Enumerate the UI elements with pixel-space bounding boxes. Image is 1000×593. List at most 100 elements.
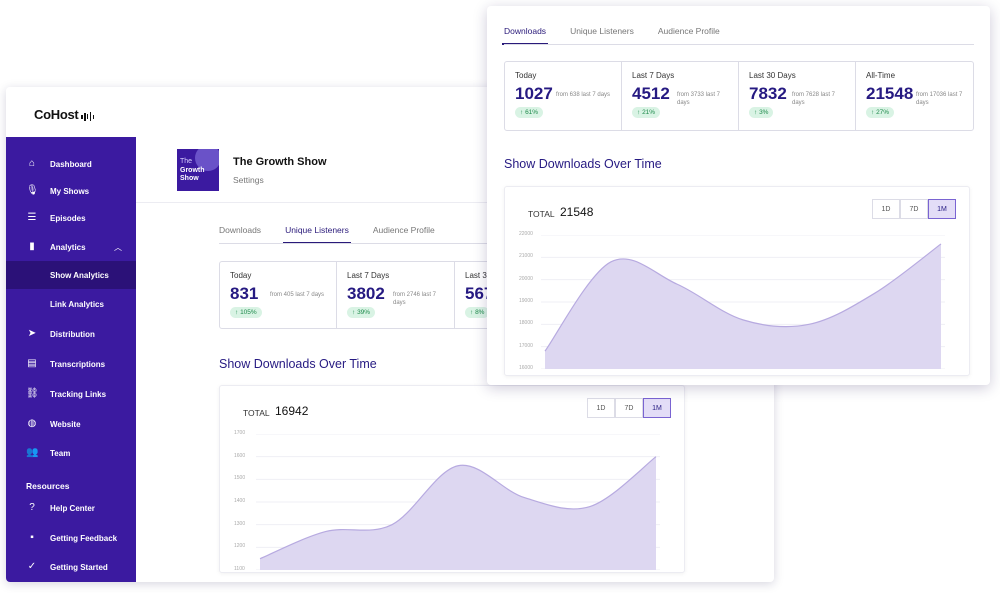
range-1m-button[interactable]: 1M: [643, 398, 671, 418]
stat-value: 21548: [866, 84, 914, 103]
y-tick-label: 19000: [519, 298, 533, 304]
bar-chart-icon: ▮: [29, 241, 35, 252]
stat-change: 39%: [357, 309, 371, 316]
stat-change-badge: ↑ 105%: [230, 307, 262, 318]
sidebar-item-my-shows[interactable]: 🎙 My Shows: [6, 177, 136, 205]
brand-name: CoHost: [34, 107, 79, 122]
stat-value: 3802: [347, 284, 385, 303]
stat-comparison: from 2746 last 7 days: [393, 292, 437, 306]
sidebar-item-label: Getting Feedback: [50, 533, 118, 543]
stat-comparison: from 17036 last 7 days: [916, 92, 963, 106]
tab-downloads[interactable]: Downloads: [219, 225, 262, 235]
soundwave-icon: [81, 108, 95, 123]
sidebar-item-link-analytics[interactable]: Link Analytics: [6, 290, 136, 318]
sidebar-item-label: Episodes: [50, 213, 86, 223]
stat-comparison: from 405 last 7 days: [270, 292, 325, 298]
sidebar-item-getting-started[interactable]: ✓ Getting Started: [6, 553, 136, 581]
stat-caption: Last 7 Days: [347, 271, 390, 280]
cover-line: Growth: [180, 167, 205, 174]
sidebar-item-label: Team: [50, 448, 71, 458]
tab-unique-listeners[interactable]: Unique Listeners: [283, 225, 351, 244]
range-1m-button[interactable]: 1M: [928, 199, 956, 219]
send-icon: ➤: [27, 328, 37, 339]
sidebar-item-label: Help Center: [50, 503, 95, 513]
microphone-icon: 🎙: [26, 185, 39, 196]
stat-caption: Last 30 Days: [749, 71, 796, 80]
stat-caption: Today: [515, 71, 537, 80]
show-title: The Growth Show: [233, 156, 327, 168]
chart-title: Show Downloads Over Time: [219, 357, 377, 371]
range-selector: 1D 7D 1M: [872, 199, 956, 219]
sidebar-item-dashboard[interactable]: ⌂ Dashboard: [6, 150, 136, 178]
range-7d-button[interactable]: 7D: [900, 199, 928, 219]
stat-caption: Today: [230, 271, 252, 280]
range-1d-button[interactable]: 1D: [872, 199, 900, 219]
y-tick-label: 16000: [519, 365, 533, 371]
sidebar-item-transcriptions[interactable]: ▤ Transcriptions: [6, 350, 136, 378]
series-area: [260, 456, 656, 570]
cover-text-bold: Growth Show: [180, 167, 205, 183]
show-subtitle[interactable]: Settings: [233, 175, 264, 185]
y-tick-label: 1200: [234, 543, 246, 550]
stat-comparison: from 3733 last 7 days: [677, 92, 721, 106]
y-tick-label: 1600: [234, 452, 246, 459]
sidebar-item-getting-feedback[interactable]: ▪ Getting Feedback: [6, 524, 136, 552]
stat-change-badge: ↑ 27%: [866, 107, 895, 118]
stat-value: 4512: [632, 84, 670, 103]
stat-change: 3%: [759, 109, 769, 116]
cover-circle: [195, 149, 219, 171]
stat-change: 27%: [876, 109, 890, 116]
tab-audience-profile[interactable]: Audience Profile: [657, 26, 720, 36]
show-cover-art[interactable]: The Growth Show: [177, 149, 219, 191]
tab-downloads[interactable]: Downloads: [501, 26, 549, 45]
sidebar: ⌂ Dashboard 🎙 My Shows ☰ Episodes ▮ Anal…: [6, 137, 136, 582]
stat-card-today: Today 1027 from 638 last 7 days ↑ 61%: [505, 62, 622, 130]
range-selector: 1D 7D 1M: [587, 398, 671, 418]
sidebar-item-episodes[interactable]: ☰ Episodes: [6, 204, 136, 232]
stat-change: 105%: [240, 309, 257, 316]
tab-unique-listeners[interactable]: Unique Listeners: [570, 26, 634, 36]
total-label: TOTAL: [243, 408, 270, 418]
y-tick-label: 18000: [519, 320, 533, 327]
check-circle-icon: ✓: [27, 561, 37, 572]
sidebar-item-distribution[interactable]: ➤ Distribution: [6, 320, 136, 348]
sidebar-item-website[interactable]: ◍ Website: [6, 410, 136, 438]
stat-change-badge: ↑ 61%: [515, 107, 544, 118]
stat-change-badge: ↑ 21%: [632, 107, 661, 118]
sidebar-item-help-center[interactable]: ? Help Center: [6, 494, 136, 522]
sidebar-item-label: Tracking Links: [50, 389, 107, 399]
downloads-area-chart: [541, 235, 945, 369]
stat-change: 21%: [642, 109, 656, 116]
list-icon: ☰: [27, 212, 37, 223]
sidebar-item-tracking-links[interactable]: ⛓ Tracking Links: [6, 380, 136, 408]
help-icon: ?: [29, 502, 35, 513]
sidebar-item-analytics[interactable]: ▮ Analytics ︿: [6, 233, 136, 261]
brand-logo[interactable]: CoHost: [34, 107, 95, 123]
sidebar-item-show-analytics[interactable]: Show Analytics: [6, 261, 136, 289]
stat-card-last-7-days: Last 7 Days 4512 from 3733 last 7 days ↑…: [622, 62, 739, 130]
y-tick-label: 1100: [234, 566, 245, 572]
chart-card: TOTAL 21548 1D 7D 1M 22000 21000 20000 1900…: [504, 186, 970, 376]
range-1d-button[interactable]: 1D: [587, 398, 615, 418]
sidebar-item-label: Transcriptions: [50, 359, 106, 369]
show-header: The Growth Show The Growth Show Settings: [136, 137, 774, 203]
y-tick-label: 22000: [519, 231, 533, 237]
stat-value: 831: [230, 284, 259, 303]
resources-heading: Resources: [26, 481, 70, 491]
downloads-panel-window: Downloads Unique Listeners Audience Prof…: [487, 6, 990, 385]
sidebar-item-team[interactable]: 👥 Team: [6, 439, 136, 467]
sidebar-item-label: Show Analytics: [50, 270, 109, 280]
stat-card-last-30-days: Last 30 Days 7832 from 7628 last 7 days …: [739, 62, 856, 130]
range-7d-button[interactable]: 7D: [615, 398, 643, 418]
link-icon: ⛓: [26, 388, 39, 399]
stat-value: 567: [465, 284, 494, 303]
y-tick-label: 20000: [519, 275, 533, 282]
tab-audience-profile[interactable]: Audience Profile: [372, 225, 435, 235]
document-icon: ▤: [27, 358, 37, 369]
y-tick-label: 1500: [234, 475, 246, 482]
series-line: [259, 456, 657, 560]
sidebar-item-label: Dashboard: [50, 159, 92, 169]
sidebar-item-label: Analytics: [50, 242, 86, 252]
tabs-divider: [219, 243, 489, 244]
stat-change-badge: ↑ 39%: [347, 307, 376, 318]
